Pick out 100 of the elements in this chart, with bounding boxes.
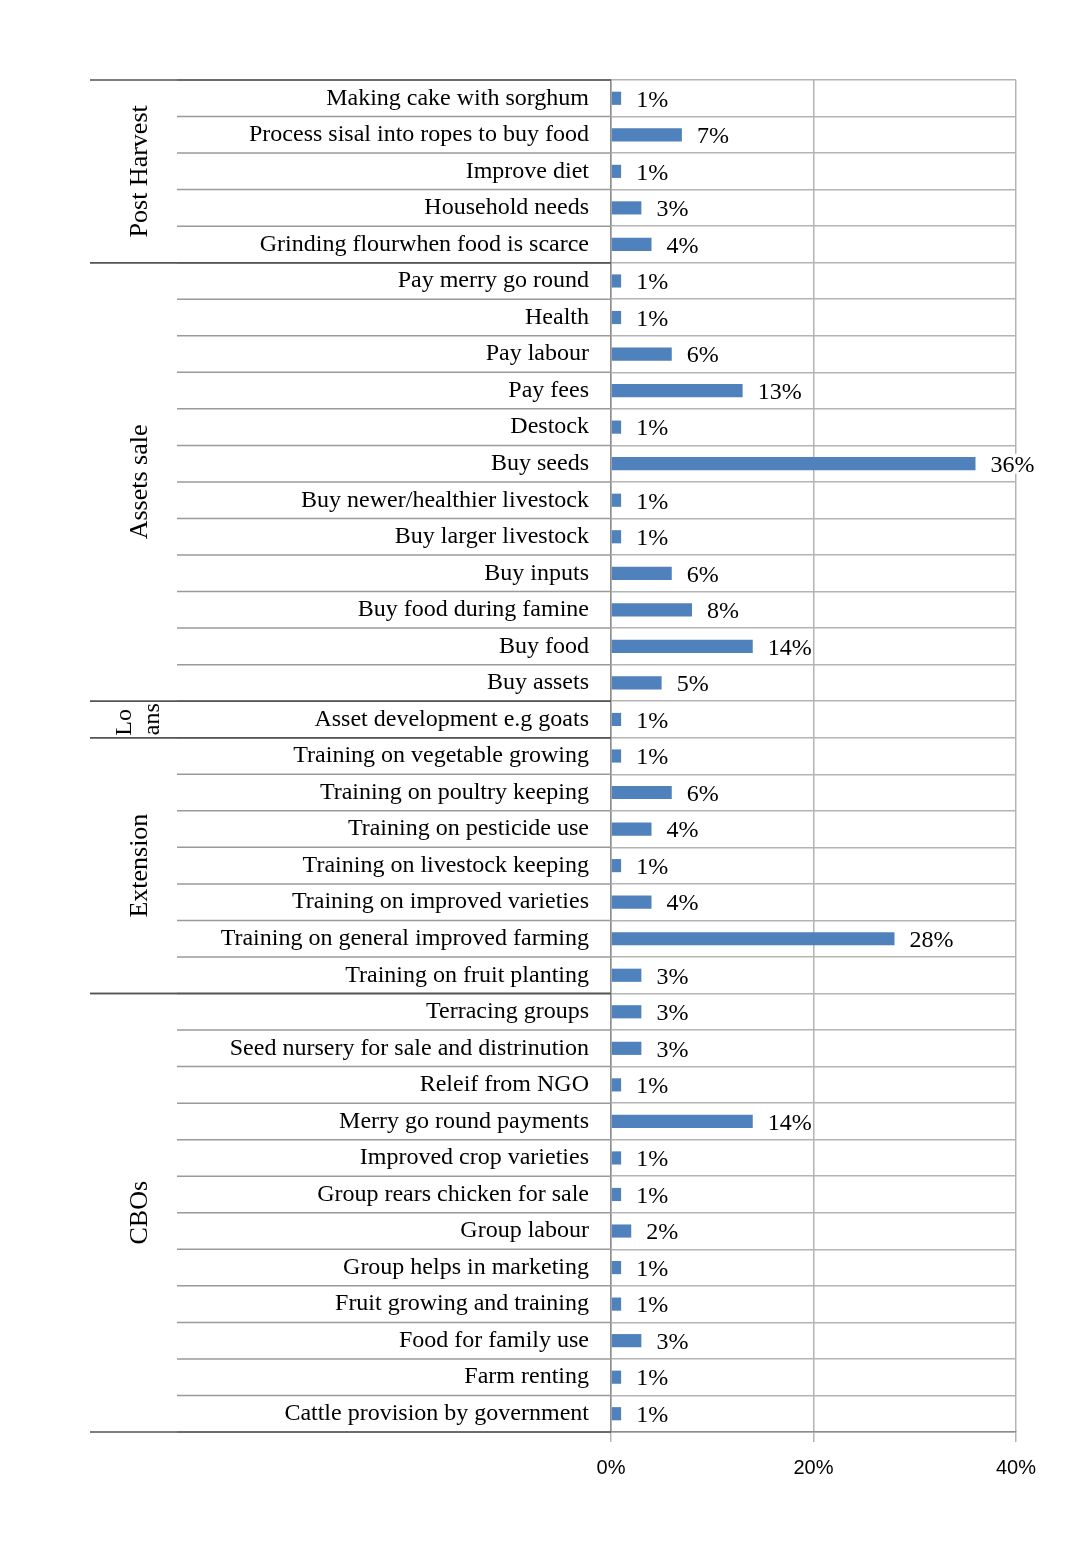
data-label: 1% [636,1254,669,1281]
data-label: 1% [636,1401,669,1428]
data-label: 1% [636,414,669,441]
data-label: 1% [636,268,669,295]
y-tick-label: Farm renting [464,1362,589,1389]
bar [611,1078,622,1092]
data-label: 2% [646,1218,679,1245]
bar [611,859,622,873]
bar [611,932,895,946]
bar [611,1297,622,1311]
y-tick-label: Training on pesticide use [347,814,589,841]
bar [611,420,622,434]
bar [611,310,622,325]
bar [611,1334,642,1348]
bar [611,1370,622,1384]
data-label: 1% [636,85,669,112]
data-label: 1% [636,1364,669,1391]
y-tick-label: Buy seeds [491,448,589,475]
y-tick-label: Fruit growing and training [335,1289,589,1316]
bar [611,128,682,142]
text: Assets sale [123,424,153,540]
bar [611,530,622,544]
y-tick-label: Training on livestock keeping [302,850,589,877]
bar [611,1260,622,1275]
bar [611,566,672,580]
text: Loans [110,703,165,736]
bar [611,1114,753,1128]
y-tick-label: Buy assets [487,668,589,695]
data-label: 36% [990,450,1035,477]
bar [611,384,743,398]
y-tick-label: Buy food [499,631,589,658]
bar [611,895,652,909]
data-label: 28% [909,926,954,952]
data-label: 6% [686,341,719,368]
bar [611,968,642,982]
data-label: 1% [636,304,669,331]
bar [611,274,622,288]
data-label: 4% [666,889,699,916]
data-label: 4% [666,231,699,258]
data-label: 6% [686,560,719,587]
y-tick-label: Grinding flourwhen food is scarce [259,229,589,256]
y-tick-label: Improved crop varieties [359,1143,589,1170]
y-tick-label: Buy inputs [484,558,589,585]
bar [611,1151,622,1165]
y-tick-label: Improve diet [465,156,590,183]
y-tick-label: Pay fees [508,375,589,402]
y-tick-label: Buy newer/healthier livestock [301,485,589,512]
bar [611,1407,622,1421]
x-tick-label: 0% [596,1455,626,1478]
data-label: 3% [656,1035,689,1062]
bar [611,676,662,690]
y-tick-label: Terracing groups [426,997,589,1024]
data-label: 1% [636,1145,669,1172]
data-label: 13% [757,377,802,404]
data-label: 1% [636,158,669,185]
bar [611,785,672,800]
text: Post Harvest [123,104,153,238]
y-tick-label: Health [525,302,589,329]
data-label: 1% [636,706,669,733]
bar [611,1041,642,1055]
data-label: 14% [767,633,812,660]
y-tick-label: Training on general improved farming [220,924,589,950]
y-tick-label: Group rears chicken for sale [317,1179,589,1206]
bar [611,822,652,836]
data-label: 6% [686,779,719,806]
data-label: 1% [636,1291,669,1318]
data-label: 1% [636,487,669,514]
y-tick-label: Merry go round payments [339,1106,589,1133]
y-tick-label: Making cake with sorghum [326,83,590,110]
bar [611,1005,642,1019]
bar [611,749,622,763]
data-label: 1% [636,1181,669,1208]
x-tick-label: 20% [793,1455,834,1478]
bar [611,347,672,361]
y-tick-label: Training on improved varieties [291,887,589,914]
y-tick-label: Seed nursery for sale and distrinution [229,1033,589,1060]
bar [611,201,642,215]
y-tick-label: Buy food during famine [357,595,589,622]
bar [611,237,652,252]
data-label: 1% [636,852,669,879]
data-label: 3% [656,1327,689,1354]
data-label: 1% [636,743,669,770]
text: CBOs [123,1180,153,1245]
data-label: 3% [656,999,689,1026]
y-tick-label: Asset development e.g goats [314,704,589,731]
bar [611,91,622,105]
y-tick-label: Process sisal into ropes to buy food [249,120,589,147]
data-label: 7% [696,122,729,149]
y-tick-label: Training on poultry keeping [319,777,589,804]
y-tick-label: Food for family use [399,1325,589,1352]
y-tick-label: Buy larger livestock [394,522,589,549]
bar [611,1187,622,1202]
y-tick-label: Training on vegetable growing [293,741,589,768]
bar [611,1224,632,1238]
y-tick-label: Destock [510,412,589,439]
bar [611,712,622,727]
y-tick-label: Pay labour [485,339,590,366]
data-label: 1% [636,1072,669,1099]
bar [611,457,976,471]
bar [611,603,692,617]
